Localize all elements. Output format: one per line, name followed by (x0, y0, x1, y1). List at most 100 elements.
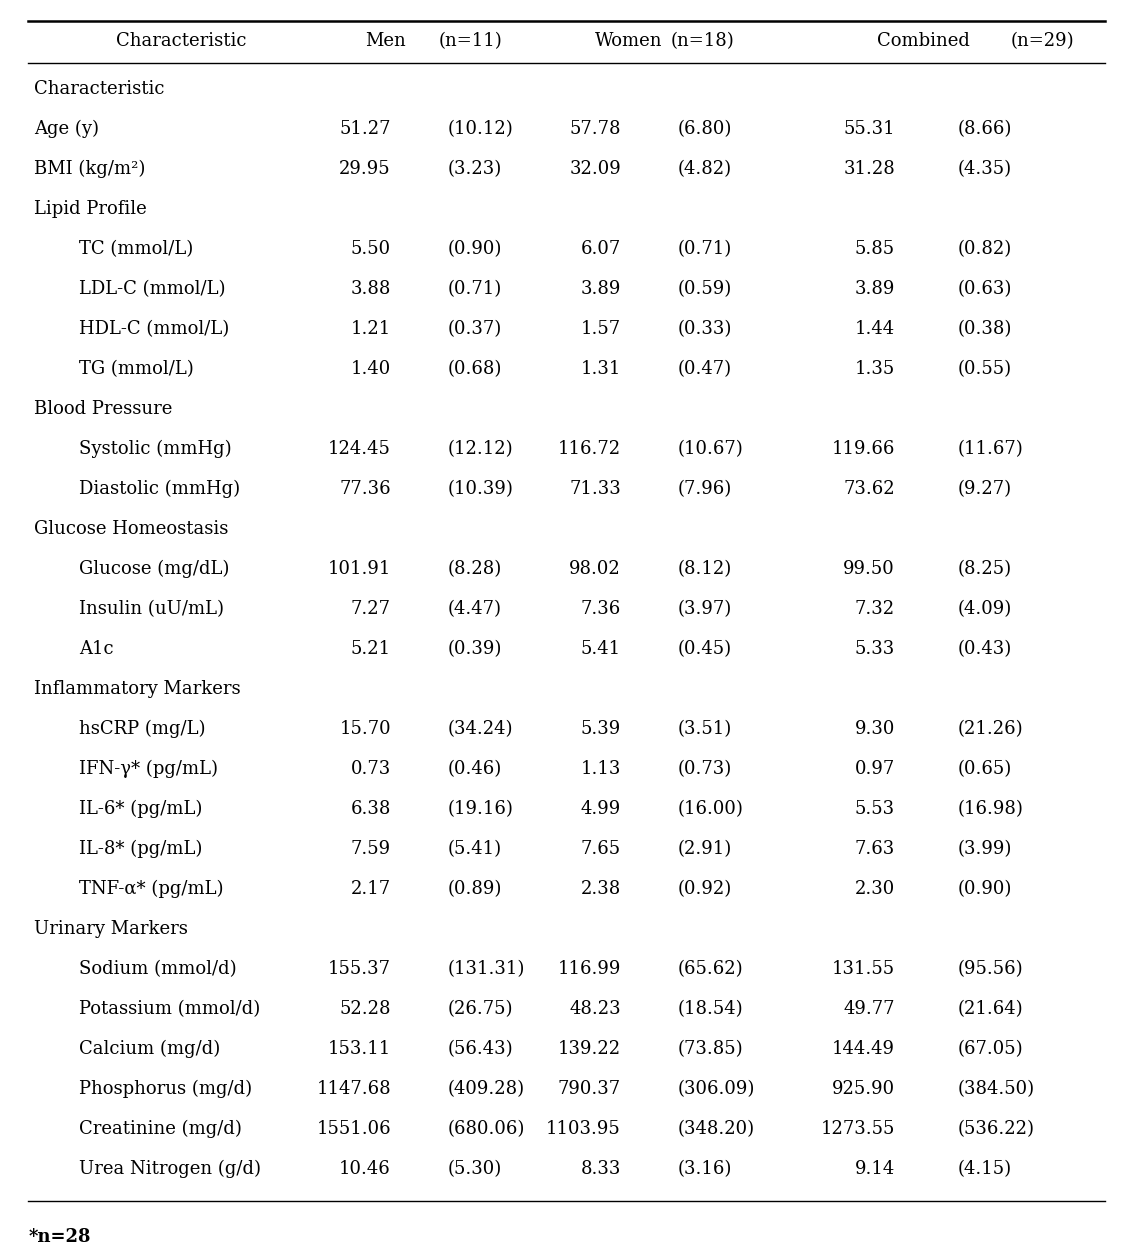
Text: (16.98): (16.98) (957, 800, 1023, 818)
Text: (8.66): (8.66) (957, 120, 1012, 138)
Text: Diastolic (mmHg): Diastolic (mmHg) (79, 480, 240, 498)
Text: 131.55: 131.55 (832, 959, 895, 978)
Text: 1551.06: 1551.06 (316, 1120, 391, 1137)
Text: 57.78: 57.78 (570, 120, 621, 138)
Text: (65.62): (65.62) (678, 959, 743, 978)
Text: Potassium (mmol/d): Potassium (mmol/d) (79, 999, 261, 1018)
Text: *n=28: *n=28 (28, 1229, 91, 1246)
Text: (0.89): (0.89) (448, 880, 502, 898)
Text: 101.91: 101.91 (327, 559, 391, 578)
Text: (0.71): (0.71) (448, 280, 502, 298)
Text: Women: Women (595, 33, 663, 50)
Text: (306.09): (306.09) (678, 1080, 755, 1097)
Text: 5.21: 5.21 (351, 640, 391, 658)
Text: (67.05): (67.05) (957, 1040, 1023, 1058)
Text: 6.38: 6.38 (350, 800, 391, 818)
Text: (0.92): (0.92) (678, 880, 732, 898)
Text: (9.27): (9.27) (957, 480, 1012, 498)
Text: (3.99): (3.99) (957, 840, 1012, 858)
Text: (3.23): (3.23) (448, 161, 502, 178)
Text: (n=29): (n=29) (1011, 33, 1074, 50)
Text: (73.85): (73.85) (678, 1040, 743, 1058)
Text: (5.41): (5.41) (448, 840, 502, 858)
Text: (536.22): (536.22) (957, 1120, 1034, 1137)
Text: (n=18): (n=18) (671, 33, 734, 50)
Text: 0.73: 0.73 (350, 760, 391, 777)
Text: 7.27: 7.27 (351, 599, 391, 618)
Text: 98.02: 98.02 (569, 559, 621, 578)
Text: Combined: Combined (877, 33, 970, 50)
Text: Lipid Profile: Lipid Profile (34, 199, 147, 218)
Text: Phosphorus (mg/d): Phosphorus (mg/d) (79, 1080, 253, 1099)
Text: 116.72: 116.72 (557, 440, 621, 458)
Text: (3.97): (3.97) (678, 599, 732, 618)
Text: 790.37: 790.37 (557, 1080, 621, 1097)
Text: (0.47): (0.47) (678, 360, 732, 377)
Text: 5.33: 5.33 (854, 640, 895, 658)
Text: 48.23: 48.23 (569, 999, 621, 1018)
Text: 31.28: 31.28 (843, 161, 895, 178)
Text: (0.63): (0.63) (957, 280, 1012, 298)
Text: (12.12): (12.12) (448, 440, 513, 458)
Text: 7.59: 7.59 (351, 840, 391, 858)
Text: 1.35: 1.35 (854, 360, 895, 377)
Text: 15.70: 15.70 (339, 720, 391, 737)
Text: (n=11): (n=11) (438, 33, 502, 50)
Text: (26.75): (26.75) (448, 999, 513, 1018)
Text: TNF-α* (pg/mL): TNF-α* (pg/mL) (79, 880, 224, 898)
Text: 155.37: 155.37 (327, 959, 391, 978)
Text: (10.39): (10.39) (448, 480, 513, 498)
Text: 9.14: 9.14 (854, 1160, 895, 1178)
Text: (348.20): (348.20) (678, 1120, 755, 1137)
Text: 55.31: 55.31 (843, 120, 895, 138)
Text: (8.12): (8.12) (678, 559, 732, 578)
Text: Men: Men (365, 33, 406, 50)
Text: 5.39: 5.39 (580, 720, 621, 737)
Text: 153.11: 153.11 (327, 1040, 391, 1058)
Text: (10.67): (10.67) (678, 440, 743, 458)
Text: (0.46): (0.46) (448, 760, 502, 777)
Text: 1.44: 1.44 (855, 320, 895, 337)
Text: Insulin (uU/mL): Insulin (uU/mL) (79, 599, 224, 618)
Text: 2.38: 2.38 (580, 880, 621, 898)
Text: 1.40: 1.40 (350, 360, 391, 377)
Text: 71.33: 71.33 (569, 480, 621, 498)
Text: (0.73): (0.73) (678, 760, 732, 777)
Text: 5.50: 5.50 (351, 240, 391, 258)
Text: (0.38): (0.38) (957, 320, 1012, 337)
Text: (4.15): (4.15) (957, 1160, 1012, 1178)
Text: (0.45): (0.45) (678, 640, 732, 658)
Text: 2.30: 2.30 (854, 880, 895, 898)
Text: (384.50): (384.50) (957, 1080, 1034, 1097)
Text: (0.82): (0.82) (957, 240, 1012, 258)
Text: 0.97: 0.97 (854, 760, 895, 777)
Text: 73.62: 73.62 (843, 480, 895, 498)
Text: A1c: A1c (79, 640, 114, 658)
Text: 10.46: 10.46 (339, 1160, 391, 1178)
Text: 1103.95: 1103.95 (546, 1120, 621, 1137)
Text: 5.53: 5.53 (855, 800, 895, 818)
Text: (21.26): (21.26) (957, 720, 1023, 737)
Text: TC (mmol/L): TC (mmol/L) (79, 240, 194, 258)
Text: Characteristic: Characteristic (116, 33, 247, 50)
Text: HDL-C (mmol/L): HDL-C (mmol/L) (79, 320, 230, 337)
Text: (4.09): (4.09) (957, 599, 1012, 618)
Text: (3.16): (3.16) (678, 1160, 732, 1178)
Text: Glucose Homeostasis: Glucose Homeostasis (34, 520, 229, 538)
Text: (0.90): (0.90) (957, 880, 1012, 898)
Text: 99.50: 99.50 (843, 559, 895, 578)
Text: 1.57: 1.57 (581, 320, 621, 337)
Text: 124.45: 124.45 (329, 440, 391, 458)
Text: 2.17: 2.17 (351, 880, 391, 898)
Text: (0.43): (0.43) (957, 640, 1012, 658)
Text: IL-6* (pg/mL): IL-6* (pg/mL) (79, 800, 203, 818)
Text: TG (mmol/L): TG (mmol/L) (79, 360, 194, 377)
Text: 116.99: 116.99 (557, 959, 621, 978)
Text: 7.65: 7.65 (581, 840, 621, 858)
Text: IFN-γ* (pg/mL): IFN-γ* (pg/mL) (79, 760, 219, 777)
Text: (7.96): (7.96) (678, 480, 732, 498)
Text: 925.90: 925.90 (832, 1080, 895, 1097)
Text: (0.68): (0.68) (448, 360, 502, 377)
Text: 49.77: 49.77 (844, 999, 895, 1018)
Text: 144.49: 144.49 (832, 1040, 895, 1058)
